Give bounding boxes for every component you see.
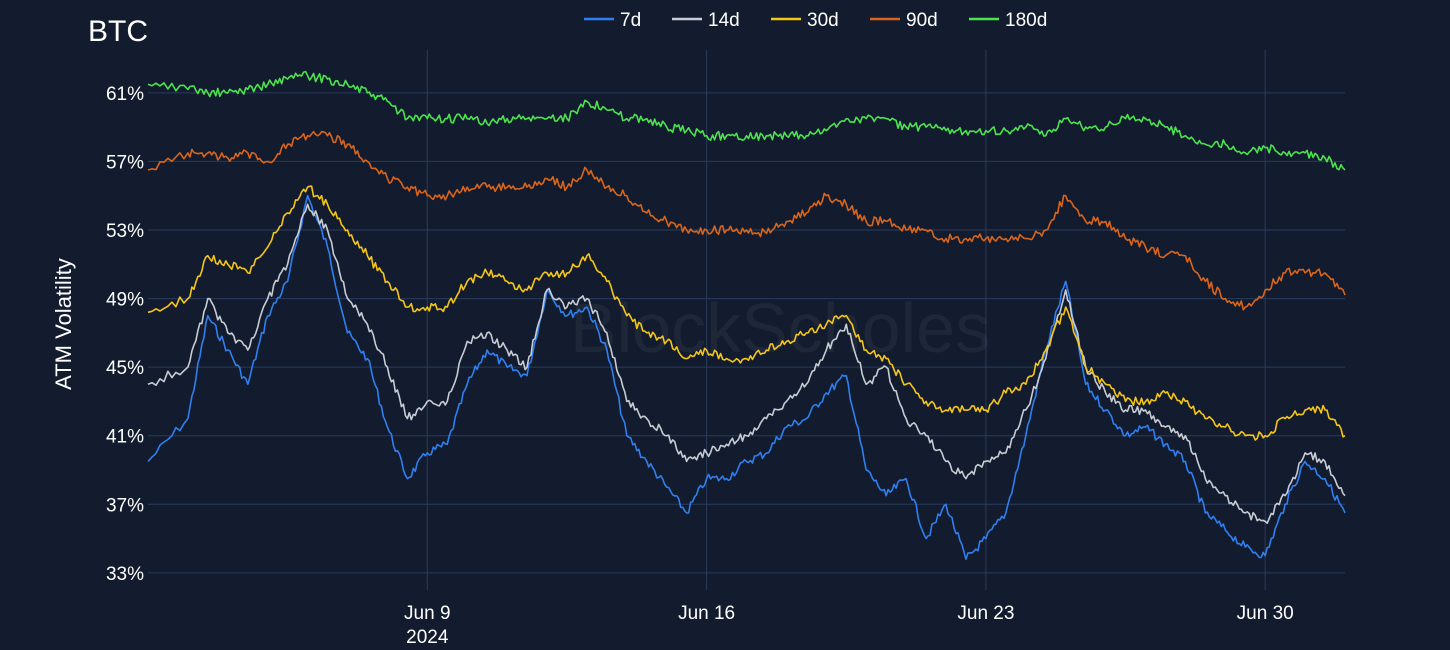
y-tick-label: 33% bbox=[106, 564, 144, 585]
legend-label: 180d bbox=[1005, 10, 1047, 31]
x-tick-label: Jun 30 bbox=[1237, 603, 1294, 624]
y-tick-label: 41% bbox=[106, 427, 144, 448]
legend-item-90d: 90d bbox=[870, 10, 938, 31]
x-tick-label: Jun 23 bbox=[957, 603, 1014, 624]
y-tick-label: 53% bbox=[106, 221, 144, 242]
legend-item-30d: 30d bbox=[771, 10, 839, 31]
y-axis: 33% 37% 41% 45% 49% 53% 57% 61% bbox=[106, 84, 144, 585]
legend-label: 14d bbox=[708, 10, 740, 31]
chart-title: BTC bbox=[88, 15, 148, 48]
y-tick-label: 57% bbox=[106, 152, 144, 173]
series-line-14d bbox=[147, 203, 1346, 524]
y-tick-label: 45% bbox=[106, 358, 144, 379]
y-tick-label: 37% bbox=[106, 495, 144, 516]
y-tick-label: 61% bbox=[106, 84, 144, 105]
x-tick-label: Jun 16 bbox=[678, 603, 735, 624]
x-tick-label: Jun 9 bbox=[404, 603, 450, 624]
legend-label: 90d bbox=[906, 10, 938, 31]
series-lines bbox=[147, 70, 1346, 560]
legend-item-14d: 14d bbox=[672, 10, 740, 31]
legend: 7d 14d 30d 90d 180d bbox=[584, 10, 1047, 31]
x-tick-year-label: 2024 bbox=[406, 627, 449, 648]
legend-item-7d: 7d bbox=[584, 10, 641, 31]
legend-label: 7d bbox=[620, 10, 641, 31]
x-axis: Jun 9 2024 Jun 16 Jun 23 Jun 30 bbox=[404, 603, 1294, 648]
series-line-30d bbox=[147, 185, 1346, 441]
watermark: BlockScholes bbox=[570, 289, 990, 367]
series-line-7d bbox=[147, 194, 1346, 560]
legend-label: 30d bbox=[807, 10, 839, 31]
series-line-90d bbox=[147, 130, 1346, 311]
y-axis-label: ATM Volatility bbox=[51, 258, 76, 390]
series-line-180d bbox=[147, 70, 1346, 171]
legend-item-180d: 180d bbox=[969, 10, 1047, 31]
y-tick-label: 49% bbox=[106, 290, 144, 311]
